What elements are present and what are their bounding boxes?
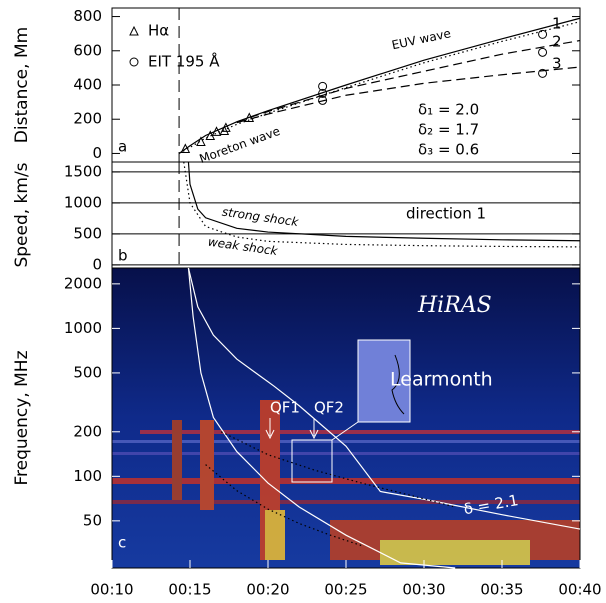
y-axis-label: Speed, km/s — [12, 162, 32, 267]
data-point — [538, 68, 548, 78]
data-point — [538, 29, 548, 39]
curve — [236, 39, 581, 123]
annotation: a — [118, 138, 127, 156]
y-axis-label: Frequency, MHz — [12, 350, 32, 485]
y-tick-label: 1000 — [64, 193, 102, 211]
y-tick-label: 200 — [73, 422, 102, 440]
x-tick-label: 00:40 — [558, 581, 601, 599]
annotation: Moreton wave — [197, 124, 282, 166]
y-tick-label: 500 — [73, 224, 102, 242]
x-tick-label: 00:25 — [324, 581, 367, 599]
data-point — [538, 47, 548, 57]
arrow-head — [309, 429, 319, 440]
x-tick-label: 00:35 — [480, 581, 523, 599]
y-tick-label: 0 — [92, 255, 102, 273]
y-tick-label: 1500 — [64, 162, 102, 180]
y-tick-label: 800 — [73, 7, 102, 25]
spectrogram — [112, 268, 580, 568]
y-axis-label: Distance, Mm — [12, 27, 32, 143]
annotation: 1 — [552, 15, 562, 33]
y-tick-label: 2000 — [64, 274, 102, 292]
x-tick-label: 00:10 — [90, 581, 133, 599]
annotation: 3 — [552, 55, 562, 73]
x-tick-label: 00:15 — [168, 581, 211, 599]
data-point — [318, 88, 328, 98]
curve — [236, 66, 581, 124]
annotation: δ₃ = 0.6 — [418, 141, 479, 159]
x-tick-label: 00:20 — [246, 581, 289, 599]
annotation: EUV wave — [390, 26, 452, 52]
legend-label: Hα — [148, 22, 169, 40]
y-tick-label: 50 — [83, 511, 102, 529]
annotation: QF1 — [270, 399, 300, 417]
annotation: δ₁ = 2.0 — [418, 101, 479, 119]
annotation: strong shock — [221, 205, 300, 230]
curve — [183, 161, 581, 248]
y-tick-label: 200 — [73, 110, 102, 128]
legend-triangle — [129, 25, 139, 36]
annotation: 2 — [552, 33, 562, 51]
y-tick-label: 600 — [73, 41, 102, 59]
annotation: c — [118, 534, 126, 552]
y-tick-label: 500 — [73, 363, 102, 381]
legend-circle — [129, 57, 139, 67]
legend-label: EIT 195 Å — [148, 52, 220, 71]
y-tick-label: 1000 — [64, 319, 102, 337]
curve — [187, 267, 456, 569]
annotation: b — [118, 247, 128, 265]
y-tick-label: 400 — [73, 76, 102, 94]
inset-curve — [391, 354, 405, 415]
curve — [178, 17, 581, 154]
zoom-box — [291, 439, 333, 483]
y-tick-label: 100 — [73, 467, 102, 485]
annotation: QF2 — [314, 399, 344, 417]
data-point — [318, 81, 328, 91]
annotation: Learmonth — [390, 369, 493, 391]
annotation: direction 1 — [406, 205, 486, 223]
curve — [178, 21, 581, 154]
x-tick-label: 00:30 — [402, 581, 445, 599]
curve — [187, 267, 581, 530]
annotation: HiRAS — [417, 293, 492, 318]
inset — [357, 339, 411, 423]
arrow-head — [265, 429, 275, 440]
spectrogram-features — [112, 400, 580, 565]
annotation: δ₂ = 1.7 — [418, 121, 479, 139]
y-tick-label: 0 — [92, 144, 102, 162]
curve — [187, 161, 581, 242]
